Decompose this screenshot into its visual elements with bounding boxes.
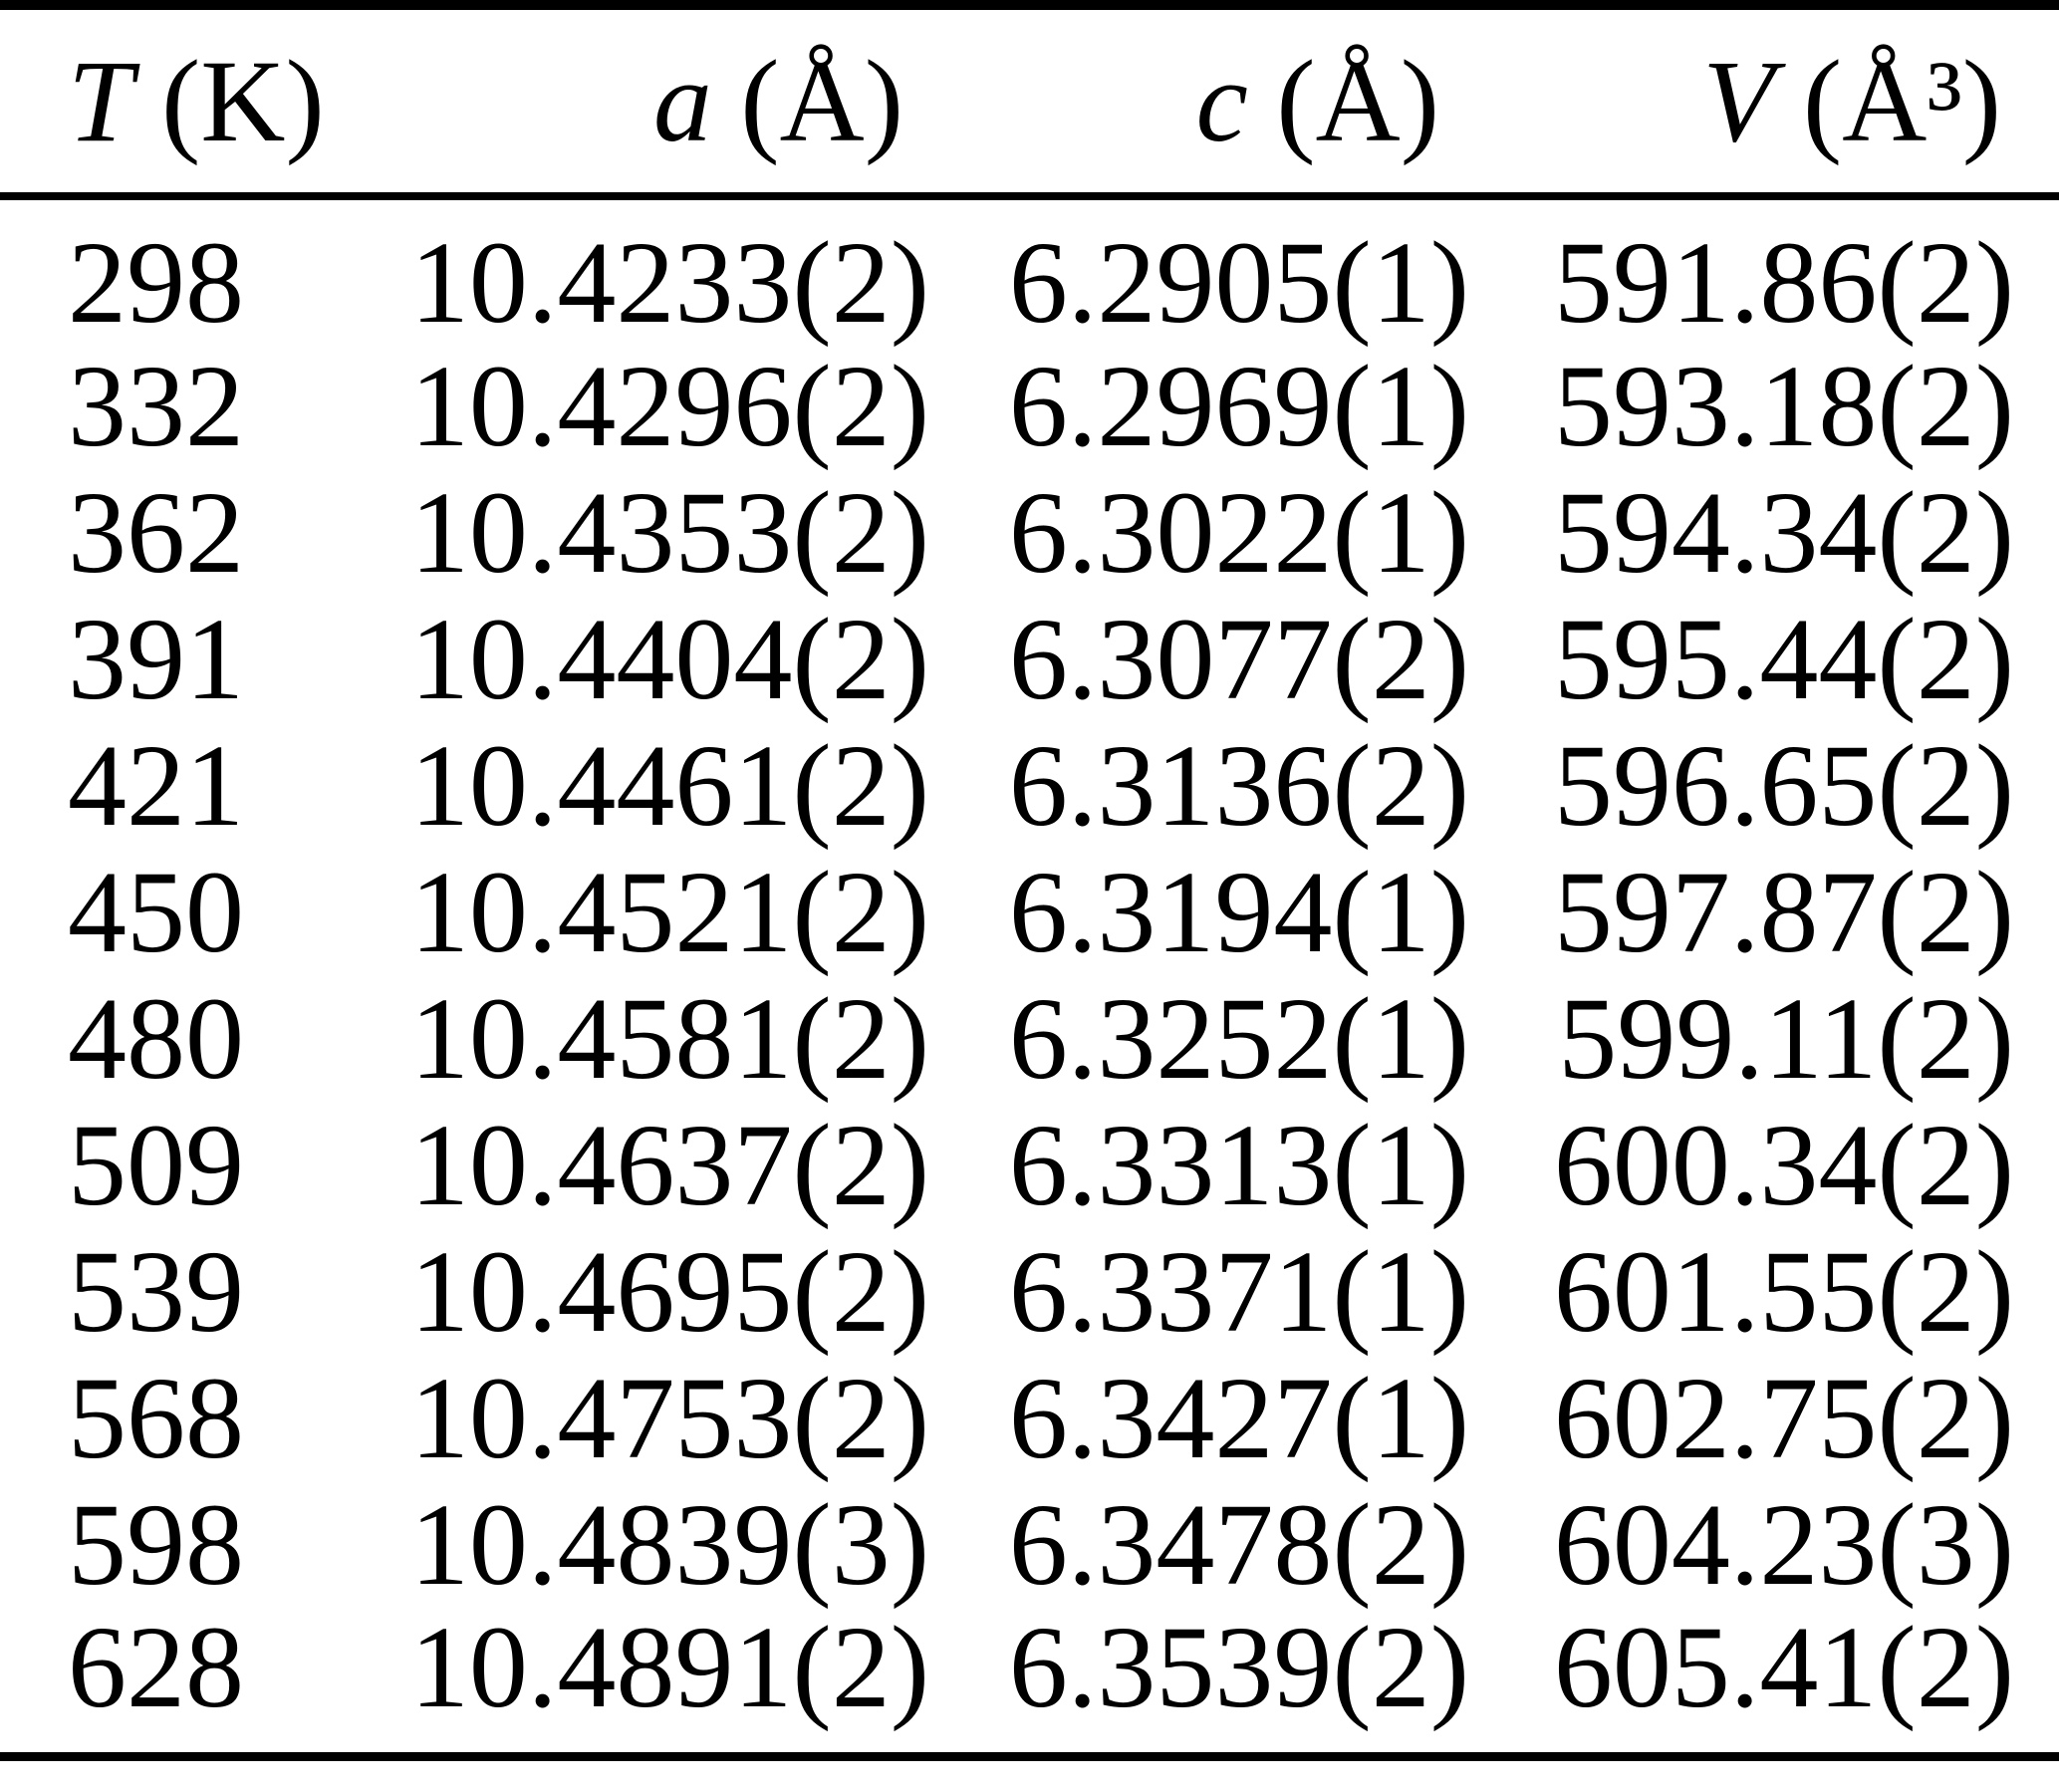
- cell-temperature: 298: [68, 217, 244, 348]
- cell-temperature: 450: [68, 846, 244, 977]
- table-row: 539 10.4695(2) 6.3371(1) 601.55(2): [0, 1228, 2059, 1355]
- cell-a: 10.4581(2): [409, 972, 929, 1104]
- cell-c: 6.3077(2): [1008, 593, 1469, 724]
- table-row: 332 10.4296(2) 6.2969(1) 593.18(2): [0, 343, 2059, 469]
- unit-angstrom: (Å): [740, 35, 903, 166]
- cell-c: 6.3252(1): [1008, 972, 1469, 1104]
- unit-cubic-angstrom: (Å³): [1802, 35, 2001, 166]
- cell-volume: 604.23(3): [1553, 1478, 2014, 1610]
- cell-c: 6.3478(2): [1008, 1478, 1469, 1610]
- table-row: 362 10.4353(2) 6.3022(1) 594.34(2): [0, 469, 2059, 596]
- cell-a: 10.4461(2): [409, 719, 929, 851]
- cell-c: 6.3136(2): [1008, 719, 1469, 851]
- cell-c: 6.3427(1): [1008, 1352, 1469, 1483]
- cell-c: 6.3539(2): [1008, 1602, 1469, 1732]
- cell-temperature: 362: [68, 466, 244, 598]
- column-header-a: a (Å): [339, 5, 941, 200]
- column-header-c: c (Å): [941, 5, 1479, 200]
- unit-K: (K): [160, 35, 325, 166]
- cell-volume: 593.18(2): [1553, 340, 2014, 471]
- cell-temperature: 509: [68, 1099, 244, 1230]
- cell-temperature: 568: [68, 1352, 244, 1483]
- cell-temperature: 598: [68, 1478, 244, 1610]
- column-header-temperature: T (K): [0, 5, 339, 200]
- unit-angstrom: (Å): [1276, 35, 1439, 166]
- table-row: 450 10.4521(2) 6.3194(1) 597.87(2): [0, 849, 2059, 975]
- cell-c: 6.3313(1): [1008, 1099, 1469, 1230]
- table-row: 421 10.4461(2) 6.3136(2) 596.65(2): [0, 722, 2059, 849]
- column-header-volume: V (Å³): [1479, 5, 2059, 200]
- cell-temperature: 539: [68, 1225, 244, 1357]
- cell-volume: 597.87(2): [1553, 846, 2014, 977]
- symbol-c: c: [1195, 35, 1248, 166]
- cell-c: 6.2969(1): [1008, 340, 1469, 471]
- cell-c: 6.3371(1): [1008, 1225, 1469, 1357]
- cell-volume: 595.44(2): [1553, 593, 2014, 724]
- table-row: 480 10.4581(2) 6.3252(1) 599.11(2): [0, 975, 2059, 1102]
- table-row: 598 10.4839(3) 6.3478(2) 604.23(3): [0, 1481, 2059, 1608]
- cell-volume: 605.41(2): [1553, 1602, 2014, 1732]
- cell-a: 10.4296(2): [409, 340, 929, 471]
- cell-a: 10.4233(2): [409, 217, 929, 348]
- cell-volume: 601.55(2): [1553, 1225, 2014, 1357]
- cell-temperature: 332: [68, 340, 244, 471]
- cell-a: 10.4353(2): [409, 466, 929, 598]
- cell-a: 10.4521(2): [409, 846, 929, 977]
- cell-volume: 599.11(2): [1558, 972, 2014, 1104]
- cell-temperature: 480: [68, 972, 244, 1104]
- cell-volume: 600.34(2): [1553, 1099, 2014, 1230]
- cell-a: 10.4753(2): [409, 1352, 929, 1483]
- cell-volume: 602.75(2): [1553, 1352, 2014, 1483]
- cell-a: 10.4839(3): [409, 1478, 929, 1610]
- cell-volume: 591.86(2): [1553, 217, 2014, 348]
- table-row: 568 10.4753(2) 6.3427(1) 602.75(2): [0, 1355, 2059, 1481]
- cell-temperature: 628: [68, 1602, 244, 1732]
- cell-volume: 596.65(2): [1553, 719, 2014, 851]
- cell-c: 6.2905(1): [1008, 217, 1469, 348]
- symbol-T: T: [68, 35, 133, 166]
- cell-a: 10.4695(2): [409, 1225, 929, 1357]
- table-row: 391 10.4404(2) 6.3077(2) 595.44(2): [0, 596, 2059, 722]
- cell-temperature: 421: [68, 719, 244, 851]
- symbol-V: V: [1702, 35, 1775, 166]
- cell-c: 6.3194(1): [1008, 846, 1469, 977]
- cell-a: 10.4404(2): [409, 593, 929, 724]
- cell-a: 10.4891(2): [409, 1602, 929, 1732]
- symbol-a: a: [652, 35, 712, 166]
- cell-temperature: 391: [68, 593, 244, 724]
- table-row: 298 10.4233(2) 6.2905(1) 591.86(2): [0, 196, 2059, 343]
- cell-c: 6.3022(1): [1008, 466, 1469, 598]
- table-row: 628 10.4891(2) 6.3539(2) 605.41(2): [0, 1608, 2059, 1757]
- cell-a: 10.4637(2): [409, 1099, 929, 1230]
- table-row: 509 10.4637(2) 6.3313(1) 600.34(2): [0, 1102, 2059, 1228]
- cell-volume: 594.34(2): [1553, 466, 2014, 598]
- header-row: T (K) a (Å) c (Å) V (Å³): [0, 5, 2059, 200]
